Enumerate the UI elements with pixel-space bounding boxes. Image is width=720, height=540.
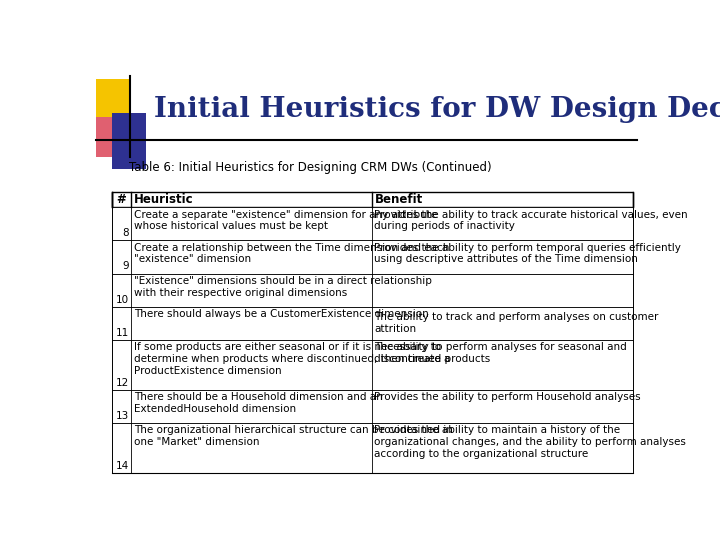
- Text: 11: 11: [116, 328, 129, 338]
- Text: 14: 14: [116, 461, 129, 470]
- Text: 8: 8: [122, 228, 129, 238]
- Bar: [112, 274, 632, 307]
- Bar: [96, 79, 129, 131]
- Text: Provides the ability to maintain a history of the
organizational changes, and th: Provides the ability to maintain a histo…: [374, 426, 686, 458]
- Text: Initial Heuristics for DW Design Decisions: Initial Heuristics for DW Design Decisio…: [153, 96, 720, 123]
- Text: 13: 13: [116, 411, 129, 421]
- Bar: [112, 192, 632, 207]
- Bar: [112, 307, 632, 340]
- Text: The organizational hierarchical structure can be contained in
one "Market" dimen: The organizational hierarchical structur…: [134, 426, 453, 447]
- Text: "Existence" dimensions should be in a direct relationship
with their respective : "Existence" dimensions should be in a di…: [134, 276, 432, 298]
- Bar: [96, 117, 129, 157]
- Text: There should always be a CustomerExistence dimension: There should always be a CustomerExisten…: [134, 309, 428, 319]
- Text: 9: 9: [122, 261, 129, 272]
- Bar: [112, 390, 632, 423]
- Text: Provides the ability to perform Household analyses: Provides the ability to perform Househol…: [374, 392, 641, 402]
- Bar: [112, 207, 632, 240]
- Text: Heuristic: Heuristic: [134, 193, 194, 206]
- Bar: [112, 340, 632, 390]
- Text: Table 6: Initial Heuristics for Designing CRM DWs (Continued): Table 6: Initial Heuristics for Designin…: [129, 161, 491, 174]
- Text: #: #: [117, 193, 127, 206]
- Bar: [112, 240, 632, 274]
- Bar: [112, 423, 632, 473]
- Text: 10: 10: [116, 294, 129, 305]
- Text: Create a relationship between the Time dimension and each
"existence" dimension: Create a relationship between the Time d…: [134, 243, 449, 265]
- Text: There should be a Household dimension and an
ExtendedHousehold dimension: There should be a Household dimension an…: [134, 392, 382, 414]
- Text: Create a separate "existence" dimension for any attribute
whose historical value: Create a separate "existence" dimension …: [134, 210, 437, 231]
- Text: Provides the ability to track accurate historical values, even
during periods of: Provides the ability to track accurate h…: [374, 210, 688, 231]
- Text: The ability to perform analyses for seasonal and
discontinued products: The ability to perform analyses for seas…: [374, 342, 627, 364]
- Text: The ability to track and perform analyses on customer
attrition: The ability to track and perform analyse…: [374, 312, 659, 334]
- Text: If some products are either seasonal or if it is necessary to
determine when pro: If some products are either seasonal or …: [134, 342, 450, 376]
- Text: Provides the ability to perform temporal queries efficiently
using descriptive a: Provides the ability to perform temporal…: [374, 243, 681, 265]
- Bar: [112, 113, 145, 168]
- Text: 12: 12: [116, 377, 129, 388]
- Text: Benefit: Benefit: [374, 193, 423, 206]
